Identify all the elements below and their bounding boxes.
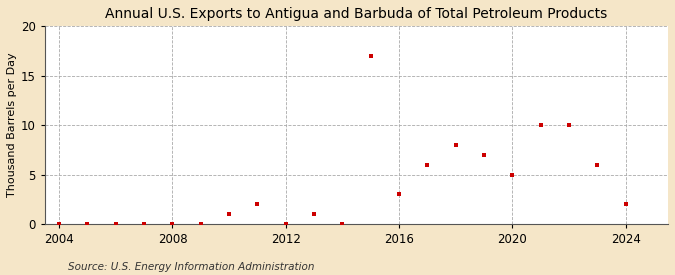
Point [479,153,489,157]
Point [308,212,319,216]
Point [365,54,376,58]
Point [620,202,631,207]
Text: Source: U.S. Energy Information Administration: Source: U.S. Energy Information Administ… [68,262,314,272]
Point [337,222,348,226]
Point [82,222,93,226]
Point [223,212,234,216]
Point [564,123,574,127]
Point [507,172,518,177]
Title: Annual U.S. Exports to Antigua and Barbuda of Total Petroleum Products: Annual U.S. Exports to Antigua and Barbu… [105,7,608,21]
Point [422,163,433,167]
Point [450,143,461,147]
Y-axis label: Thousand Barrels per Day: Thousand Barrels per Day [7,53,17,197]
Point [592,163,603,167]
Point [111,222,122,226]
Point [280,222,291,226]
Point [139,222,150,226]
Point [195,222,206,226]
Point [167,222,178,226]
Point [252,202,263,207]
Point [394,192,404,197]
Point [54,222,65,226]
Point [535,123,546,127]
